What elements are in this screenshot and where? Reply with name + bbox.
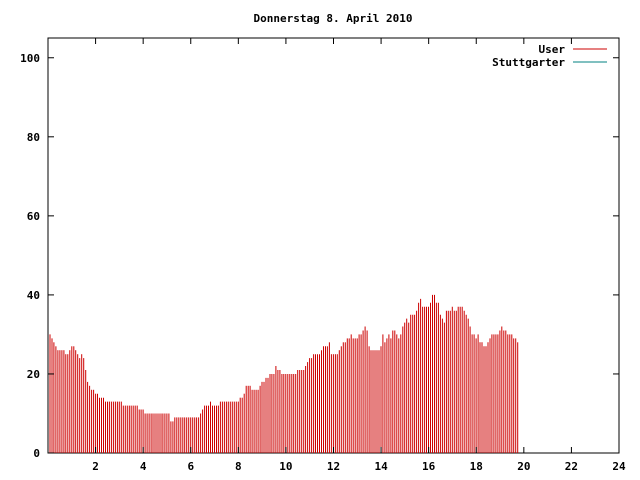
x-tick-label: 8	[235, 460, 242, 473]
x-tick-label: 4	[140, 460, 147, 473]
x-tick-label: 22	[565, 460, 578, 473]
x-tick-label: 16	[422, 460, 436, 473]
y-tick-label: 0	[33, 447, 40, 460]
x-tick-label: 2	[92, 460, 99, 473]
y-tick-label: 80	[27, 131, 40, 144]
y-tick-label: 60	[27, 210, 40, 223]
y-tick-label: 100	[20, 52, 40, 65]
x-tick-label: 12	[327, 460, 340, 473]
legend-label: Stuttgarter	[492, 56, 565, 69]
chart-title: Donnerstag 8. April 2010	[254, 12, 413, 25]
x-tick-label: 6	[187, 460, 194, 473]
x-tick-label: 24	[612, 460, 626, 473]
legend-label: User	[539, 43, 566, 56]
x-tick-label: 10	[279, 460, 292, 473]
x-tick-label: 18	[470, 460, 483, 473]
y-tick-label: 40	[27, 289, 40, 302]
x-tick-label: 14	[374, 460, 388, 473]
x-tick-label: 20	[517, 460, 530, 473]
y-tick-label: 20	[27, 368, 40, 381]
bar-group	[49, 294, 519, 453]
